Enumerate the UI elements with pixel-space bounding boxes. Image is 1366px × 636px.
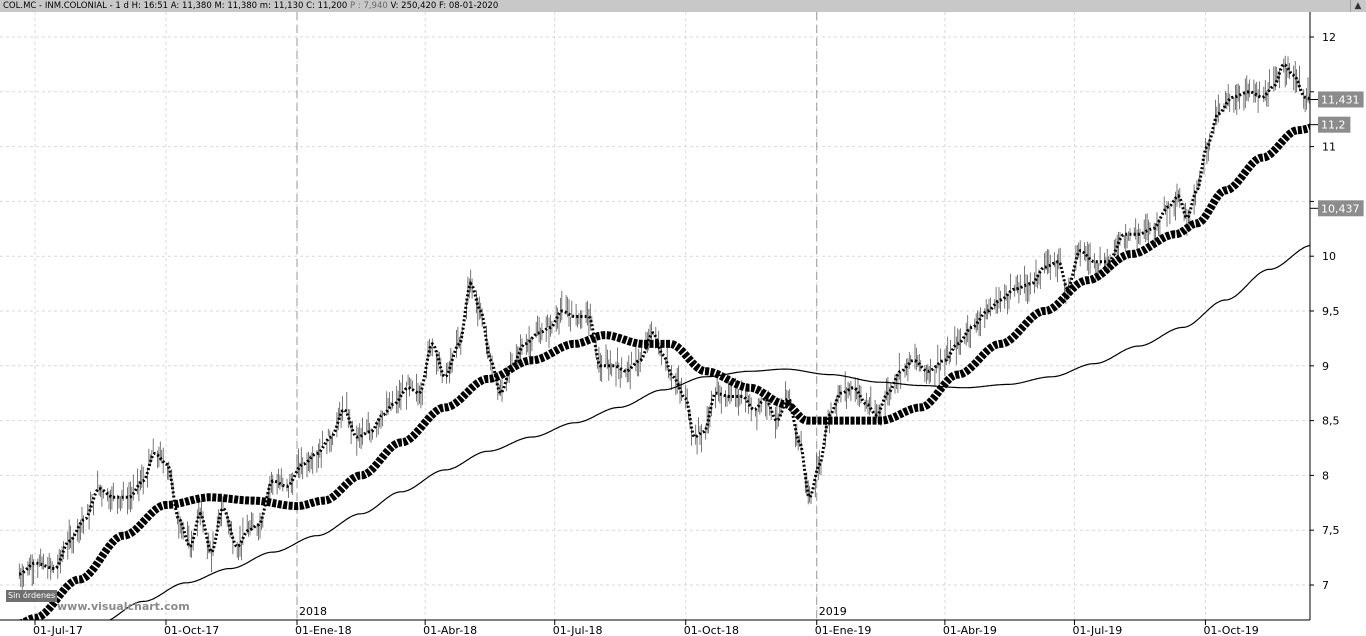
x-tick-label: 01-Abr-18 (423, 624, 477, 636)
price-tag-box (1318, 116, 1351, 133)
header-field-5: P : 7,940 (350, 1, 391, 11)
watermark: www.visualchart.com (57, 600, 190, 613)
symbol-label: COL.MC (3, 1, 37, 11)
instrument-name: INM.COLONIAL (44, 1, 107, 11)
x-tick-label: 01-Jul-17 (33, 624, 83, 636)
y-tick-label: 10 (1322, 250, 1336, 263)
y-tick-label: 8,5 (1322, 415, 1340, 428)
title-bar: COL.MC - INM.COLONIAL - 1 d H: 16:51 A: … (0, 0, 1366, 12)
header-field-3: m: 11,130 (259, 1, 307, 11)
x-tick-label: 01-Jul-19 (1072, 624, 1122, 636)
y-tick-label: 7,5 (1322, 524, 1340, 537)
price-tag-box (1318, 200, 1364, 217)
timeframe-label: 1 d (115, 1, 132, 11)
x-tick-label: 01-Ene-19 (815, 624, 872, 636)
orders-badge: Sin órdenes (6, 590, 58, 602)
price-bars (18, 55, 1310, 590)
y-tick-label: 9,5 (1322, 305, 1340, 318)
header-field-7: F: 08-01-2020 (439, 1, 499, 11)
y-tick-label: 8 (1322, 469, 1329, 482)
scroll-up-button[interactable]: ▲ (1350, 0, 1365, 12)
chart-header: COL.MC - INM.COLONIAL - 1 d H: 16:51 A: … (3, 0, 498, 12)
price-tag-1: 11,2 (1321, 119, 1346, 132)
price-tag-0: 11,431 (1321, 93, 1360, 106)
series-thick-average (18, 123, 1310, 620)
y-tick-label: 9 (1322, 360, 1329, 373)
header-field-6: V: 250,420 (390, 1, 440, 11)
x-tick-label: 01-Oct-18 (684, 624, 739, 636)
price-tag-2: 10,437 (1321, 202, 1360, 215)
x-tick-label: 01-Jul-18 (553, 624, 603, 636)
x-tick-label: 01-Oct-17 (164, 624, 219, 636)
header-field-0: H: 16:51 (131, 1, 171, 11)
x-tick-label: 01-Abr-19 (943, 624, 997, 636)
x-tick-label: 01-Oct-19 (1203, 624, 1258, 636)
y-tick-label: 7 (1322, 579, 1329, 592)
header-field-2: M: 11,380 (214, 1, 260, 11)
separator-label: - (106, 1, 116, 11)
y-tick-label: 11 (1322, 141, 1336, 154)
header-field-1: A: 11,380 (170, 1, 215, 11)
separator-label: - (36, 1, 45, 11)
year-label: 2018 (299, 605, 327, 618)
series-dotted-price (19, 62, 1310, 576)
triangle-up-icon: ▲ (1354, 1, 1362, 11)
series-thin-average (108, 244, 1310, 620)
y-tick-label: 12 (1322, 31, 1336, 44)
year-label: 2019 (819, 605, 847, 618)
header-field-4: C: 11,200 (306, 1, 351, 11)
x-tick-label: 01-Ene-18 (295, 624, 352, 636)
price-tag-box (1318, 91, 1364, 108)
